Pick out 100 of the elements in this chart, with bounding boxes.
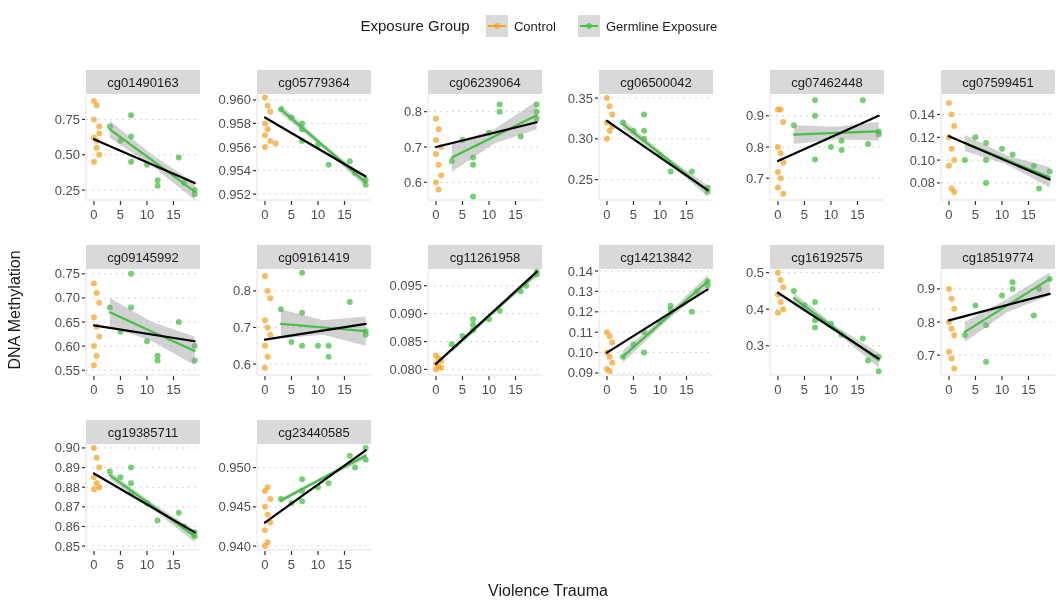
chart-title: cg23440585 [278,424,350,440]
y-tick-label: 0.70 [54,290,80,306]
y-tick-label: 0.13 [567,283,593,299]
x-tick-label: 0 [945,382,953,397]
x-tick-label: 15 [337,207,352,222]
y-tick-label: 0.10 [909,152,935,168]
y-tick-label: 0.25 [54,182,80,198]
text: Violence Trauma [488,582,608,599]
x-tick-label: 10 [994,207,1010,222]
y-tick-label: 0.89 [54,460,80,476]
y-tick-label: 0.90 [54,440,80,456]
y-tick-label: 0.14 [567,263,593,279]
x-tick-label: 5 [287,557,296,572]
y-tick-label: 0.55 [54,362,80,378]
x-tick-label: 10 [139,382,155,397]
x-tick-label: 0 [774,382,782,397]
x-tick-label: 5 [116,557,125,572]
y-tick-label: 0.65 [54,314,80,330]
x-tick-label: 5 [800,382,809,397]
y-tick-label: 0.956 [218,139,251,155]
chart-title: cg05779364 [278,74,350,90]
y-tick-label: 0.11 [568,324,593,340]
x-tick-label: 15 [166,207,181,222]
chart-title: cg18519774 [962,249,1034,265]
y-tick-label: 0.4 [745,301,764,317]
x-tick-label: 0 [603,382,611,397]
x-tick-label: 0 [90,207,98,222]
y-tick-label: 0.7 [916,347,935,363]
x-tick-label: 10 [994,382,1010,397]
y-tick-label: 0.8 [232,283,251,299]
y-tick-label: 0.950 [218,460,251,476]
x-tick-label: 15 [1021,207,1036,222]
legend-label: Control [513,18,556,34]
x-tick-label: 10 [310,382,326,397]
y-tick-label: 0.6 [232,356,251,372]
y-tick-label: 0.8 [745,139,764,155]
x-tick-label: 10 [652,382,668,397]
x-tick-label: 0 [432,382,440,397]
y-tick-label: 0.75 [54,266,80,282]
y-tick-label: 0.7 [745,170,764,186]
x-tick-label: 10 [139,557,155,572]
y-tick-label: 0.35 [567,90,593,106]
chart-title: cg19385711 [107,424,179,440]
x-tick-label: 0 [774,207,782,222]
y-tick-label: 0.85 [54,538,80,554]
x-tick-label: 10 [481,207,497,222]
x-tick-label: 15 [679,207,694,222]
y-tick-label: 0.8 [403,104,422,120]
y-tick-label: 0.958 [218,115,251,131]
y-tick-label: 0.7 [232,319,251,335]
x-tick-label: 15 [337,557,352,572]
y-tick-label: 0.9 [745,108,764,124]
chart-title: cg01490163 [107,74,179,90]
x-tick-label: 0 [90,382,98,397]
x-tick-label: 10 [823,207,839,222]
y-tick-label: 0.30 [567,131,593,147]
y-tick-label: 0.14 [909,107,935,123]
y-tick-label: 0.960 [218,92,251,108]
y-tick-label: 0.3 [745,338,764,354]
x-tick-label: 5 [629,382,638,397]
y-tick-label: 0.954 [218,163,251,179]
y-tick-label: 0.87 [54,499,80,515]
y-tick-label: 0.8 [916,314,935,330]
legend-label: Germline Exposure [606,18,718,34]
x-tick-label: 15 [166,382,181,397]
x-tick-label: 0 [432,207,440,222]
x-tick-label: 15 [679,382,694,397]
x-tick-label: 10 [139,207,155,222]
chart-title: cg11261958 [449,249,521,265]
y-tick-label: 0.60 [54,338,80,354]
y-tick-label: 0.75 [54,111,80,127]
y-tick-label: 0.25 [567,172,593,188]
chart-title: cg09161419 [278,249,350,265]
x-tick-label: 15 [508,207,523,222]
y-tick-label: 0.7 [403,139,422,155]
x-tick-label: 15 [850,207,865,222]
y-tick-label: 0.12 [909,129,935,145]
x-tick-label: 10 [310,207,326,222]
x-tick-label: 10 [823,382,839,397]
y-tick-label: 0.12 [567,304,593,320]
x-tick-label: 0 [261,557,269,572]
y-tick-label: 0.5 [745,265,764,281]
x-tick-label: 5 [629,207,638,222]
y-tick-label: 0.945 [218,499,251,515]
chart-title: cg09145992 [107,249,179,265]
y-tick-label: 0.6 [403,174,422,190]
chart-title: cg14213842 [620,249,692,265]
y-tick-label: 0.090 [389,306,422,322]
x-tick-label: 0 [945,207,953,222]
y-tick-label: 0.50 [54,147,80,163]
x-tick-label: 0 [603,207,611,222]
x-tick-label: 15 [337,382,352,397]
chart-title: cg16192575 [791,249,863,265]
y-tick-label: 0.08 [909,175,935,191]
x-tick-label: 5 [458,207,467,222]
x-tick-label: 5 [971,382,980,397]
x-tick-label: 15 [1021,382,1036,397]
x-tick-label: 0 [261,382,269,397]
y-tick-label: 0.09 [567,365,593,381]
x-tick-label: 5 [116,207,125,222]
